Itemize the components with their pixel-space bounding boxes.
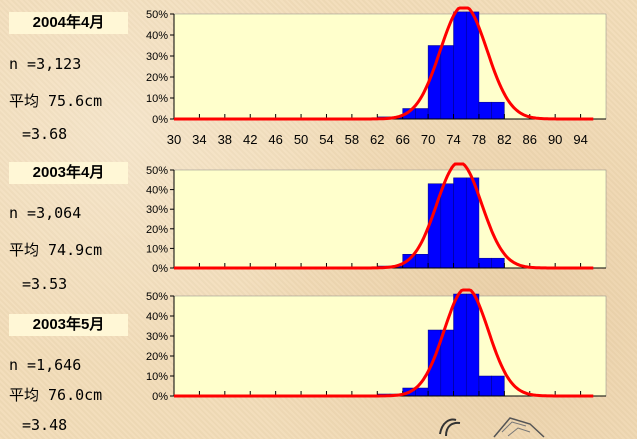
chart-1-plot-area	[173, 13, 607, 120]
panel-1-sd: =3.68	[22, 125, 68, 143]
chart-3-y-tick-label: 10%	[146, 371, 168, 383]
chart-1-bar	[491, 101, 505, 120]
chart-1-x-tick-label: 54	[319, 132, 333, 147]
chart-2-bar	[453, 177, 467, 269]
chart-1-x-tick-label: 70	[421, 132, 435, 147]
panel-2-n: n =3,064	[9, 204, 82, 222]
panel-3-mean: 平均 76.0cm	[9, 386, 103, 404]
chart-1-y-tick-label: 30%	[146, 51, 168, 63]
chart-3-bar	[453, 293, 467, 397]
panel-2-label: 2003年4月	[9, 162, 128, 184]
chart-1-bar	[440, 45, 454, 120]
chart-1-x-tick-label: 58	[345, 132, 359, 147]
chart-3-y-tick-label: 30%	[146, 331, 168, 343]
chart-1-x-tick-label: 74	[446, 132, 460, 147]
chart-1-x-tick-label: 94	[573, 132, 587, 147]
chart-1-bar	[453, 11, 467, 120]
chart-3-y-tick-label: 40%	[146, 311, 168, 323]
chart-2-y-tick-label: 30%	[146, 204, 168, 216]
chart-3-bar	[465, 293, 480, 397]
chart-1-x-tick-label: 78	[472, 132, 486, 147]
chart-2-plot-area	[173, 169, 607, 269]
decorative-sketch-icon	[439, 417, 545, 438]
chart-3-y-tick-label: 50%	[146, 291, 168, 303]
chart-2-bar	[440, 183, 454, 269]
chart-3-bar	[491, 375, 505, 397]
panel-3-sd: =3.48	[22, 416, 68, 434]
chart-1-y-tick-label: 40%	[146, 30, 168, 42]
chart-2-bar	[415, 254, 429, 269]
chart-2-normal-curve	[174, 162, 594, 270]
chart-1-y-tick-label: 50%	[146, 9, 168, 21]
chart-1-normal-curve	[174, 6, 594, 121]
chart-1-x-tick-label: 50	[294, 132, 308, 147]
chart-3-y-tick-label: 20%	[146, 351, 168, 363]
chart-1-bar	[415, 108, 429, 120]
chart-1-x-tick-label: 90	[548, 132, 562, 147]
chart-3-bar	[440, 329, 454, 397]
panel-1-n: n =3,123	[9, 55, 82, 73]
chart-2-y-tick-label: 20%	[146, 224, 168, 236]
chart-1-x-tick-label: 66	[395, 132, 409, 147]
chart-3-bar	[478, 375, 492, 397]
chart-2-y-tick-label: 0%	[152, 263, 168, 275]
chart-2-y-tick-label: 10%	[146, 243, 168, 255]
chart-1-bar	[465, 11, 480, 120]
chart-1-x-tick-label: 86	[523, 132, 537, 147]
chart-1-x-tick-label: 38	[218, 132, 232, 147]
panel-3-label: 2003年5月	[9, 314, 128, 336]
chart-2-bar	[491, 257, 505, 269]
chart-3-bar	[415, 387, 429, 397]
panel-2-mean: 平均 74.9cm	[9, 241, 103, 259]
chart-2-y-tick-label: 40%	[146, 185, 168, 197]
panel-1-label: 2004年4月	[9, 12, 128, 34]
chart-1-x-tick-label: 82	[497, 132, 511, 147]
chart-3-plot-area	[173, 295, 607, 397]
chart-3-y-tick-label: 0%	[152, 391, 168, 403]
panel-1-mean: 平均 75.6cm	[9, 92, 103, 110]
panel-3-n: n =1,646	[9, 356, 82, 374]
chart-1-x-tick-label: 46	[268, 132, 282, 147]
chart-2-y-tick-label: 50%	[146, 165, 168, 177]
chart-1-x-tick-label: 62	[370, 132, 384, 147]
panel-2-sd: =3.53	[22, 275, 68, 293]
chart-3-normal-curve	[174, 288, 594, 398]
chart-1-x-tick-label: 34	[192, 132, 206, 147]
chart-1-y-tick-label: 0%	[152, 114, 168, 126]
chart-1-y-tick-label: 10%	[146, 93, 168, 105]
chart-3-bar	[427, 329, 442, 397]
chart-1-bar	[478, 101, 492, 120]
chart-2-bar	[478, 257, 492, 269]
chart-1-x-tick-label: 42	[243, 132, 257, 147]
chart-1-x-tick-label: 30	[167, 132, 181, 147]
chart-1-y-tick-label: 20%	[146, 72, 168, 84]
